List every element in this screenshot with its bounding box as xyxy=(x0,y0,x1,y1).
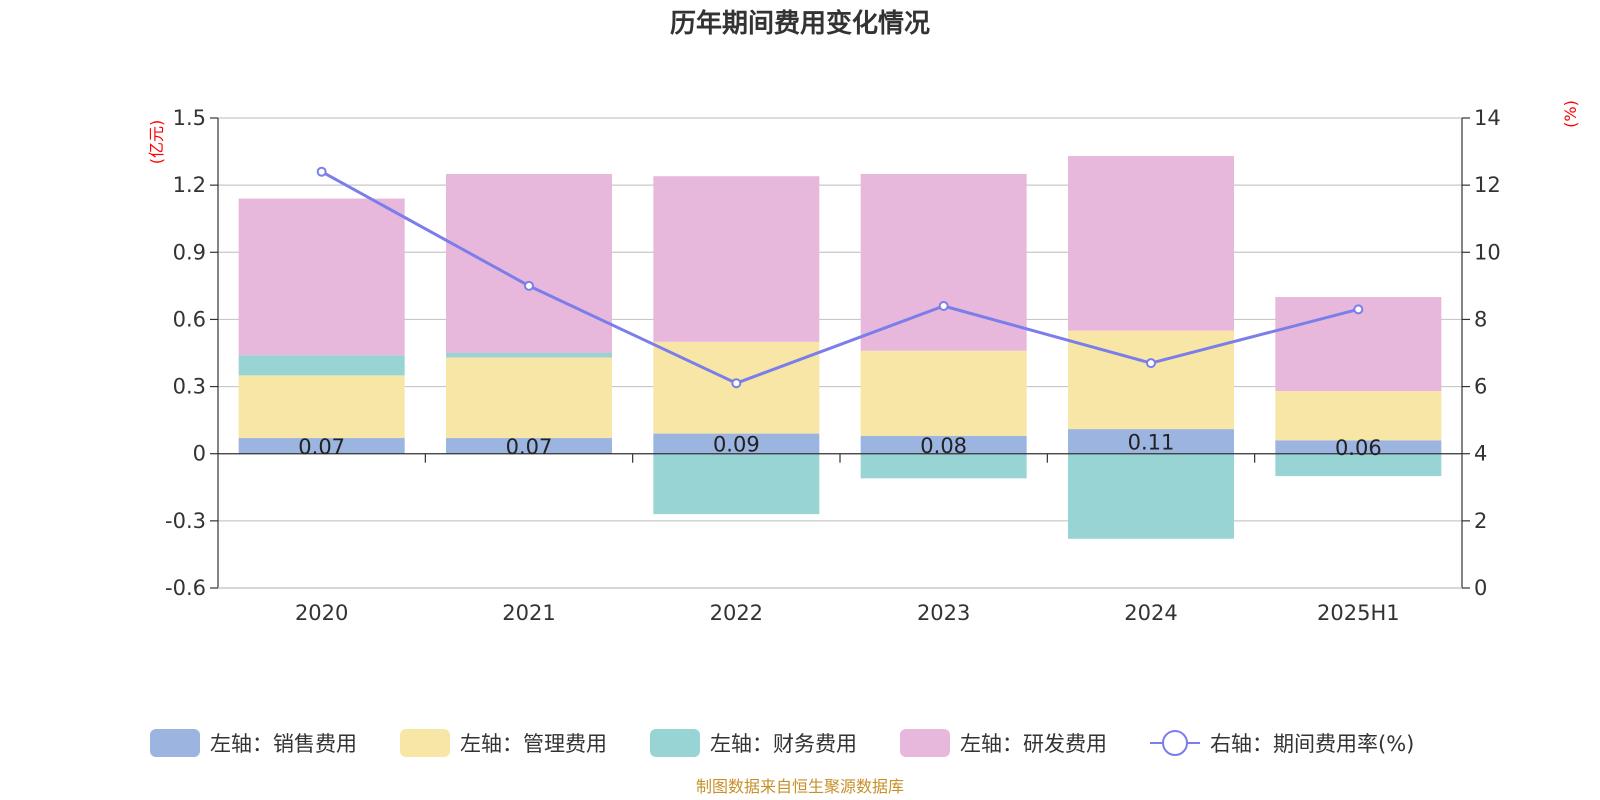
right-tick-label: 14 xyxy=(1474,106,1501,130)
legend-swatch xyxy=(650,729,700,757)
bar-segment xyxy=(860,173,1027,351)
legend-swatch xyxy=(900,729,950,757)
data-label: 0.06 xyxy=(1335,436,1382,460)
rate-point xyxy=(731,378,742,389)
legend-item[interactable]: 左轴：销售费用 xyxy=(150,729,357,757)
legend-label: 左轴：财务费用 xyxy=(710,732,857,756)
rate-point xyxy=(1146,358,1156,369)
bar-segment xyxy=(653,433,820,454)
bar-segment xyxy=(446,357,612,439)
left-tick-label: 0 xyxy=(193,442,206,466)
legend-circle-icon xyxy=(1162,730,1188,756)
right-tick-label: 8 xyxy=(1474,307,1487,331)
grid-lines xyxy=(218,117,1462,589)
left-tick-label: -0.6 xyxy=(165,576,206,600)
bar-segment xyxy=(446,438,612,454)
bar-segment xyxy=(1275,391,1442,441)
left-tick-label: 0.9 xyxy=(173,240,206,264)
legend-item[interactable]: 左轴：财务费用 xyxy=(650,729,857,757)
right-axis-unit: (%) xyxy=(1561,100,1580,128)
bar-segment xyxy=(446,353,612,358)
x-tick-label: 2022 xyxy=(710,601,763,625)
left-tick-label: 1.2 xyxy=(173,173,206,197)
bar-segment xyxy=(1068,330,1234,430)
bars-layer xyxy=(238,156,1442,539)
data-labels: 0.07 0.07 0.09 0.08 0.11 0.06 xyxy=(298,430,1381,460)
right-tick-label: 2 xyxy=(1474,509,1487,533)
data-label: 0.11 xyxy=(1128,430,1175,454)
right-tick-label: 12 xyxy=(1474,173,1501,197)
legend-item[interactable]: 左轴：管理费用 xyxy=(400,729,607,757)
rate-point xyxy=(1353,304,1364,315)
x-tick-label: 2020 xyxy=(295,601,348,625)
right-tick-label: 0 xyxy=(1474,576,1487,600)
legend-item[interactable]: 右轴：期间费用率(%) xyxy=(1150,730,1414,756)
right-tick-label: 6 xyxy=(1474,375,1487,399)
x-tick-label: 2024 xyxy=(1124,601,1177,625)
rate-point xyxy=(316,166,327,177)
data-label: 0.07 xyxy=(298,435,345,459)
data-label: 0.09 xyxy=(713,433,760,457)
right-tick-label: 10 xyxy=(1474,240,1501,264)
right-tick-label: 4 xyxy=(1474,442,1487,466)
bar-segment xyxy=(1068,453,1234,539)
x-tick-label: 2023 xyxy=(917,601,970,625)
bar-segment xyxy=(238,355,405,376)
bar-segment xyxy=(446,173,612,353)
bar-segment xyxy=(238,438,405,454)
source-note: 制图数据来自恒生聚源数据库 xyxy=(696,777,904,796)
axes-layer: -0.6 -0.3 0 0.3 0.6 0.9 1.2 1.5 0 2 4 6 8 10 12 14 2020 2… xyxy=(147,100,1580,625)
legend-label: 左轴：研发费用 xyxy=(960,732,1107,756)
legend-swatch xyxy=(400,729,450,757)
rate-line xyxy=(320,170,1359,385)
bar-segment xyxy=(860,453,1027,479)
bar-segment xyxy=(860,435,1027,454)
bar-segment xyxy=(238,375,405,439)
legend-swatch xyxy=(150,729,200,757)
bar-segment xyxy=(238,198,405,356)
bar-segment xyxy=(860,350,1027,436)
bar-segment xyxy=(653,453,820,515)
bar-segment xyxy=(1275,453,1442,477)
legend-label: 右轴：期间费用率(%) xyxy=(1210,732,1414,756)
legend-label: 左轴：管理费用 xyxy=(460,732,607,756)
legend-label: 左轴：销售费用 xyxy=(210,732,357,756)
bar-segment xyxy=(1068,156,1234,331)
left-tick-label: 0.3 xyxy=(173,375,206,399)
line-layer xyxy=(316,166,1364,389)
rate-point xyxy=(524,280,534,291)
legend[interactable]: 左轴：销售费用 左轴：管理费用 左轴：财务费用 左轴：研发费用 右轴：期间费用率(%) xyxy=(150,729,1414,757)
data-label: 0.07 xyxy=(506,435,553,459)
bar-segment xyxy=(653,176,820,342)
left-tick-label: -0.3 xyxy=(165,509,206,533)
chart-title: 历年期间费用变化情况 xyxy=(670,8,930,39)
left-axis-unit: (亿元) xyxy=(147,120,166,165)
data-label: 0.08 xyxy=(920,434,967,458)
legend-item[interactable]: 左轴：研发费用 xyxy=(900,729,1107,757)
left-tick-label: 1.5 xyxy=(173,106,206,130)
bar-segment xyxy=(1275,440,1442,454)
left-tick-label: 0.6 xyxy=(173,307,206,331)
bar-segment xyxy=(1068,429,1234,454)
x-tick-label: 2021 xyxy=(502,601,555,625)
rate-point xyxy=(938,301,949,311)
x-tick-label: 2025H1 xyxy=(1317,601,1400,625)
